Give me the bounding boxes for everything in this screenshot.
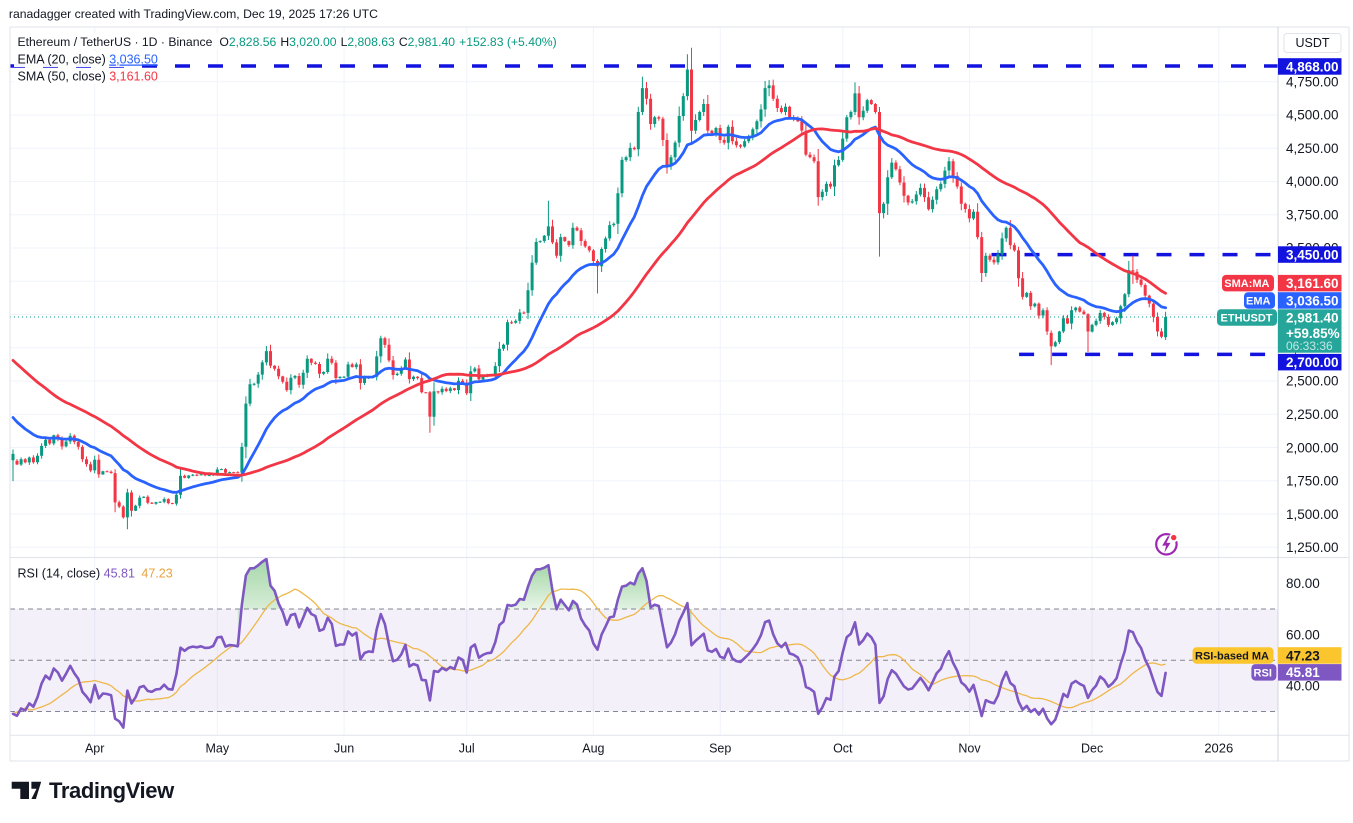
svg-text:2,250.00: 2,250.00 [1286, 407, 1339, 422]
svg-text:EMA: EMA [1246, 296, 1271, 308]
svg-text:Ethereum / TetherUS · 1D · Bin: Ethereum / TetherUS · 1D · Binance O2,828… [18, 35, 557, 49]
svg-text:Apr: Apr [85, 742, 104, 756]
svg-text:2,000.00: 2,000.00 [1286, 440, 1339, 455]
svg-text:RSI: RSI [1254, 667, 1272, 679]
svg-text:RSI (14, close) 45.81 47.23: RSI (14, close) 45.81 47.23 [18, 567, 173, 581]
svg-text:1,750.00: 1,750.00 [1286, 474, 1339, 489]
svg-text:Oct: Oct [833, 742, 853, 756]
svg-text:Aug: Aug [582, 742, 604, 756]
svg-text:47.23: 47.23 [1286, 648, 1320, 663]
svg-text:ETHUSDT: ETHUSDT [1221, 313, 1273, 325]
svg-text:USDT: USDT [1295, 36, 1329, 50]
svg-text:1,250.00: 1,250.00 [1286, 540, 1339, 555]
svg-text:40.00: 40.00 [1286, 679, 1320, 694]
svg-text:SMA (50, close) 3,161.60: SMA (50, close) 3,161.60 [18, 70, 158, 84]
svg-text:TradingView: TradingView [49, 778, 175, 803]
svg-text:RSI-based MA: RSI-based MA [1195, 651, 1269, 663]
svg-text:4,500.00: 4,500.00 [1286, 108, 1339, 123]
svg-text:3,450.00: 3,450.00 [1286, 247, 1339, 262]
svg-text:ranadagger created with Tradin: ranadagger created with TradingView.com,… [9, 7, 378, 21]
svg-text:Sep: Sep [709, 742, 731, 756]
svg-text:3,161.60: 3,161.60 [1286, 276, 1339, 291]
svg-text:Jul: Jul [459, 742, 475, 756]
svg-text:4,868.00: 4,868.00 [1286, 59, 1339, 74]
svg-text:EMA (20, close) 3,036.50: EMA (20, close) 3,036.50 [18, 53, 158, 67]
svg-text:2026: 2026 [1204, 741, 1233, 756]
svg-text:Dec: Dec [1081, 742, 1103, 756]
svg-text:Nov: Nov [958, 742, 981, 756]
svg-text:80.00: 80.00 [1286, 576, 1320, 591]
svg-text:4,000.00: 4,000.00 [1286, 174, 1339, 189]
svg-text:1,500.00: 1,500.00 [1286, 507, 1339, 522]
svg-text:4,250.00: 4,250.00 [1286, 141, 1339, 156]
svg-text:Jun: Jun [334, 742, 354, 756]
svg-text:45.81: 45.81 [1286, 665, 1320, 680]
svg-text:4,750.00: 4,750.00 [1286, 74, 1339, 89]
svg-text:2,981.40: 2,981.40 [1286, 311, 1339, 326]
svg-text:3,036.50: 3,036.50 [1286, 293, 1339, 308]
svg-text:2,500.00: 2,500.00 [1286, 374, 1339, 389]
svg-text:3,750.00: 3,750.00 [1286, 208, 1339, 223]
svg-text:+59.85%: +59.85% [1286, 326, 1340, 341]
svg-text:60.00: 60.00 [1286, 627, 1320, 642]
svg-text:06:33:36: 06:33:36 [1286, 339, 1333, 353]
svg-text:May: May [205, 742, 229, 756]
svg-text:SMA:MA: SMA:MA [1224, 278, 1269, 290]
svg-text:2,700.00: 2,700.00 [1286, 355, 1339, 370]
